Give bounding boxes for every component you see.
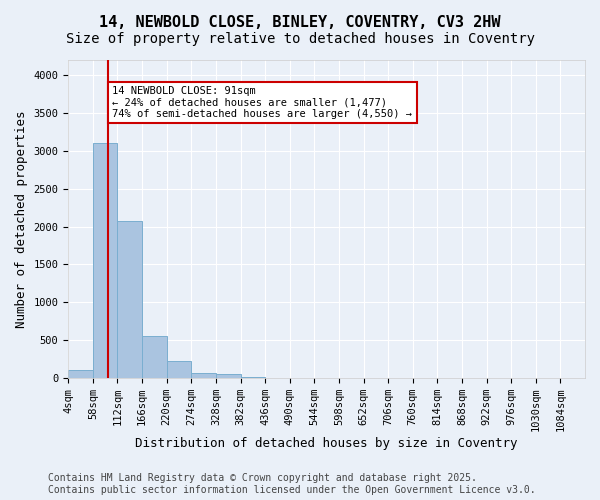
Bar	[68, 370, 93, 378]
Bar	[191, 372, 216, 378]
Bar	[142, 336, 167, 378]
Bar	[167, 362, 191, 378]
Text: Contains HM Land Registry data © Crown copyright and database right 2025.
Contai: Contains HM Land Registry data © Crown c…	[48, 474, 536, 495]
Bar	[216, 374, 241, 378]
Text: Size of property relative to detached houses in Coventry: Size of property relative to detached ho…	[65, 32, 535, 46]
Y-axis label: Number of detached properties: Number of detached properties	[15, 110, 28, 328]
Text: 14 NEWBOLD CLOSE: 91sqm
← 24% of detached houses are smaller (1,477)
74% of semi: 14 NEWBOLD CLOSE: 91sqm ← 24% of detache…	[112, 86, 412, 119]
Bar	[118, 220, 142, 378]
Bar	[241, 377, 265, 378]
Text: 14, NEWBOLD CLOSE, BINLEY, COVENTRY, CV3 2HW: 14, NEWBOLD CLOSE, BINLEY, COVENTRY, CV3…	[99, 15, 501, 30]
Bar	[93, 144, 118, 378]
X-axis label: Distribution of detached houses by size in Coventry: Distribution of detached houses by size …	[136, 437, 518, 450]
